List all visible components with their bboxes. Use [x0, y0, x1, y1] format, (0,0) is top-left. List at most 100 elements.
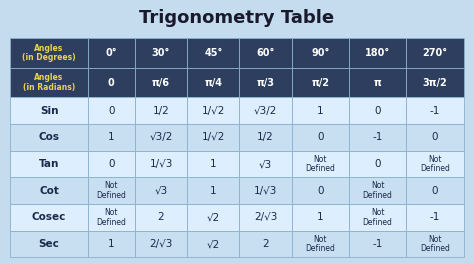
Text: 1: 1: [108, 239, 115, 249]
Bar: [349, 151, 406, 177]
Text: 1/2: 1/2: [153, 106, 169, 116]
Text: 3π/2: 3π/2: [422, 78, 447, 88]
Text: Not
Defined: Not Defined: [420, 155, 450, 173]
Text: π: π: [374, 78, 382, 88]
Bar: [88, 68, 135, 97]
Bar: [406, 231, 464, 257]
Bar: [10, 68, 88, 97]
Text: 0: 0: [432, 186, 438, 196]
Bar: [292, 151, 349, 177]
Text: 1/√2: 1/√2: [201, 106, 225, 116]
Text: √3: √3: [155, 186, 168, 196]
Bar: [406, 151, 464, 177]
Text: 270°: 270°: [422, 48, 447, 58]
Text: 1/√3: 1/√3: [254, 186, 277, 196]
Bar: [10, 231, 88, 257]
Text: Tan: Tan: [39, 159, 59, 169]
Text: 1/√2: 1/√2: [201, 133, 225, 143]
Bar: [88, 177, 135, 204]
Bar: [292, 68, 349, 97]
Bar: [135, 97, 187, 124]
Bar: [292, 231, 349, 257]
Text: 45°: 45°: [204, 48, 222, 58]
Bar: [187, 124, 239, 151]
Bar: [10, 151, 88, 177]
Bar: [349, 38, 406, 68]
Bar: [135, 124, 187, 151]
Bar: [292, 177, 349, 204]
Bar: [10, 204, 88, 231]
Text: -1: -1: [430, 213, 440, 222]
Bar: [239, 124, 292, 151]
Text: 1: 1: [108, 133, 115, 143]
Bar: [292, 97, 349, 124]
Bar: [239, 97, 292, 124]
Bar: [187, 204, 239, 231]
Bar: [88, 124, 135, 151]
Text: -1: -1: [373, 133, 383, 143]
Bar: [135, 177, 187, 204]
Bar: [187, 231, 239, 257]
Text: 1: 1: [210, 186, 217, 196]
Text: √2: √2: [207, 213, 220, 222]
Bar: [239, 204, 292, 231]
Bar: [135, 38, 187, 68]
Text: 0: 0: [317, 133, 324, 143]
Bar: [88, 151, 135, 177]
Bar: [88, 231, 135, 257]
Bar: [10, 97, 88, 124]
Bar: [88, 38, 135, 68]
Text: √3/2: √3/2: [149, 133, 173, 143]
Text: 1: 1: [317, 106, 324, 116]
Text: 0: 0: [374, 106, 381, 116]
Bar: [349, 68, 406, 97]
Bar: [239, 177, 292, 204]
Bar: [349, 231, 406, 257]
Text: 0: 0: [432, 133, 438, 143]
Text: Sin: Sin: [40, 106, 58, 116]
Bar: [10, 38, 88, 68]
Text: 180°: 180°: [365, 48, 390, 58]
Text: 0: 0: [108, 159, 115, 169]
Text: 1: 1: [210, 159, 217, 169]
Text: π/2: π/2: [311, 78, 329, 88]
Text: Cos: Cos: [38, 133, 60, 143]
Text: π/6: π/6: [152, 78, 170, 88]
Bar: [187, 68, 239, 97]
Bar: [187, 151, 239, 177]
Text: 2/√3: 2/√3: [149, 239, 173, 249]
Text: Sec: Sec: [38, 239, 59, 249]
Text: 1/√3: 1/√3: [149, 159, 173, 169]
Bar: [406, 38, 464, 68]
Text: π/3: π/3: [256, 78, 274, 88]
Bar: [349, 204, 406, 231]
Bar: [349, 177, 406, 204]
Text: √3: √3: [259, 159, 272, 169]
Bar: [187, 38, 239, 68]
Bar: [292, 38, 349, 68]
Text: Angles
(in Degrees): Angles (in Degrees): [22, 44, 76, 62]
Text: Not
Defined: Not Defined: [96, 181, 126, 200]
Bar: [135, 151, 187, 177]
Bar: [406, 177, 464, 204]
Bar: [349, 97, 406, 124]
Text: 60°: 60°: [256, 48, 275, 58]
Text: Not
Defined: Not Defined: [363, 181, 392, 200]
Text: √3/2: √3/2: [254, 106, 277, 116]
Bar: [10, 124, 88, 151]
Bar: [239, 38, 292, 68]
Bar: [349, 124, 406, 151]
Text: 0: 0: [374, 159, 381, 169]
Text: 0: 0: [108, 78, 115, 88]
Bar: [10, 177, 88, 204]
Bar: [88, 204, 135, 231]
Text: Trigonometry Table: Trigonometry Table: [139, 9, 335, 27]
Text: 1: 1: [317, 213, 324, 222]
Bar: [292, 204, 349, 231]
Text: Cosec: Cosec: [32, 213, 66, 222]
Text: Not
Defined: Not Defined: [305, 235, 335, 253]
Text: 2/√3: 2/√3: [254, 213, 277, 222]
Text: -1: -1: [373, 239, 383, 249]
Bar: [292, 124, 349, 151]
Text: Not
Defined: Not Defined: [305, 155, 335, 173]
